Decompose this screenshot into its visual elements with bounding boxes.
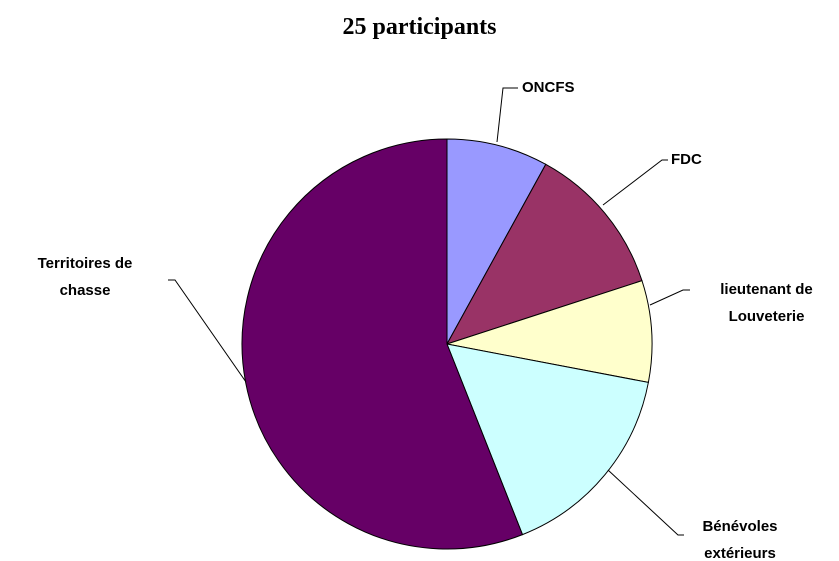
slice-label: Bénévoles extérieurs [702,518,778,561]
slice-label: Territoires de chasse [37,255,133,299]
pie-slice [446,138,547,345]
chart-title: 25 participants [342,14,497,40]
slice-label: ONCFS [522,79,575,96]
leader-line [496,87,518,143]
slice-label: FDC [671,151,702,168]
leader-line [168,279,247,383]
pie-slice [241,138,524,550]
pie-slice [446,280,653,383]
pie-slice [445,163,643,345]
leader-line [649,289,690,306]
slice-label: lieutenant de Louveterie [720,281,813,325]
leader-line [602,159,668,206]
leader-line [607,469,684,536]
pie-slice [446,343,649,536]
